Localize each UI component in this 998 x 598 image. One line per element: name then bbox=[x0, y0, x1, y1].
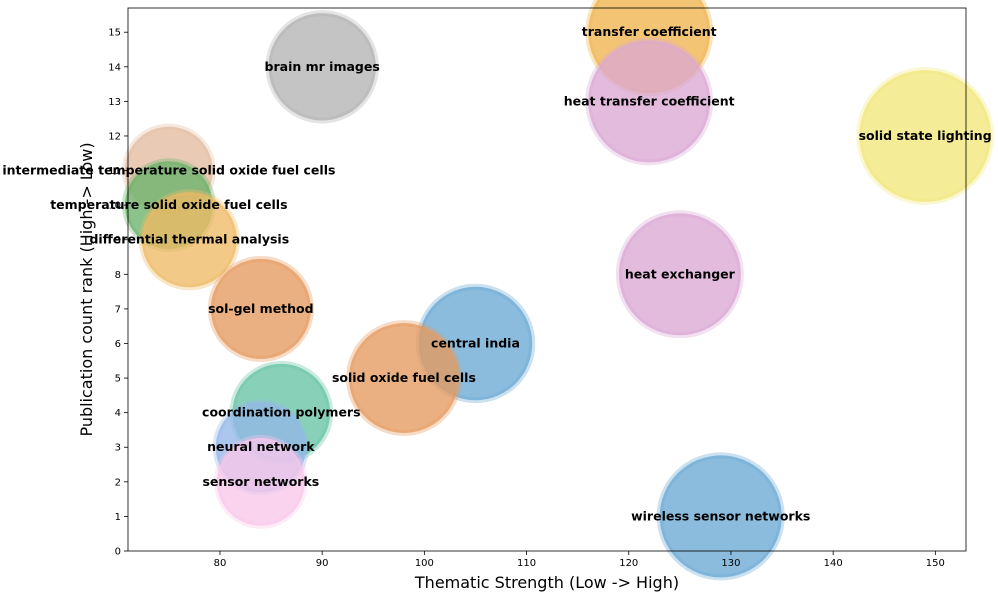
bubble bbox=[138, 189, 240, 291]
bubble bbox=[656, 452, 785, 581]
bubble bbox=[265, 10, 379, 124]
y-tick-label: 10 bbox=[108, 201, 121, 212]
bubble-label: heat exchanger bbox=[625, 266, 736, 281]
y-tick-label: 12 bbox=[108, 131, 121, 142]
y-axis-label: Publication count rank (High -> Low) bbox=[77, 142, 96, 436]
x-tick-label: 80 bbox=[214, 558, 227, 569]
x-axis-label: Thematic Strength (Low -> High) bbox=[414, 573, 679, 592]
y-tick-label: 5 bbox=[115, 374, 121, 385]
bubble bbox=[856, 67, 995, 205]
bubble-label: wireless sensor networks bbox=[631, 508, 810, 523]
y-tick-label: 11 bbox=[108, 166, 121, 177]
bubble-label: solid state lighting bbox=[859, 128, 992, 143]
bubble-label: sol-gel method bbox=[208, 301, 313, 316]
y-tick-label: 0 bbox=[115, 547, 121, 558]
plot-frame bbox=[127, 7, 967, 552]
bubble-label: differential thermal analysis bbox=[89, 232, 289, 247]
bubble-label: temperature solid oxide fuel cells bbox=[50, 197, 287, 212]
bubble-label: brain mr images bbox=[265, 59, 380, 74]
y-tick-label: 6 bbox=[115, 339, 121, 350]
bubble-label: coordination polymers bbox=[202, 405, 361, 420]
bubble-label: neural network bbox=[207, 439, 315, 454]
y-tick-label: 15 bbox=[108, 28, 121, 39]
bubble bbox=[346, 320, 462, 436]
bubble-label: solid oxide fuel cells bbox=[332, 370, 476, 385]
bubble-label: central india bbox=[431, 335, 520, 350]
x-tick-label: 120 bbox=[619, 558, 638, 569]
y-tick-label: 8 bbox=[115, 270, 121, 281]
x-tick-label: 90 bbox=[316, 558, 329, 569]
bubble-label: transfer coefficient bbox=[582, 24, 717, 39]
y-tick-label: 2 bbox=[115, 477, 121, 488]
y-tick-label: 1 bbox=[115, 512, 121, 523]
x-tick-label: 100 bbox=[415, 558, 434, 569]
bubbles-layer bbox=[121, 0, 995, 581]
y-tick-label: 14 bbox=[108, 62, 121, 73]
x-tick-label: 130 bbox=[721, 558, 740, 569]
bubble-labels-layer: transfer coefficient brain mr images heat … bbox=[2, 24, 991, 523]
x-tick-label: 150 bbox=[926, 558, 945, 569]
bubble-label: intermediate temperature solid oxide fue… bbox=[2, 163, 335, 178]
bubble bbox=[615, 210, 744, 339]
y-tick-label: 7 bbox=[115, 304, 121, 315]
y-tick-label: 13 bbox=[108, 97, 121, 108]
bubble-label: sensor networks bbox=[202, 474, 319, 489]
x-tick-label: 140 bbox=[824, 558, 843, 569]
bubble bbox=[207, 255, 314, 362]
y-tick-label: 4 bbox=[115, 408, 121, 419]
bubble bbox=[213, 434, 308, 529]
x-tick-label: 110 bbox=[517, 558, 536, 569]
x-axis: 80 90 100 110 120 130 140 150 bbox=[214, 551, 945, 569]
y-tick-label: 9 bbox=[115, 235, 121, 246]
bubble bbox=[585, 37, 714, 166]
bubble-label: heat transfer coefficient bbox=[564, 93, 735, 108]
y-tick-label: 3 bbox=[115, 443, 121, 454]
